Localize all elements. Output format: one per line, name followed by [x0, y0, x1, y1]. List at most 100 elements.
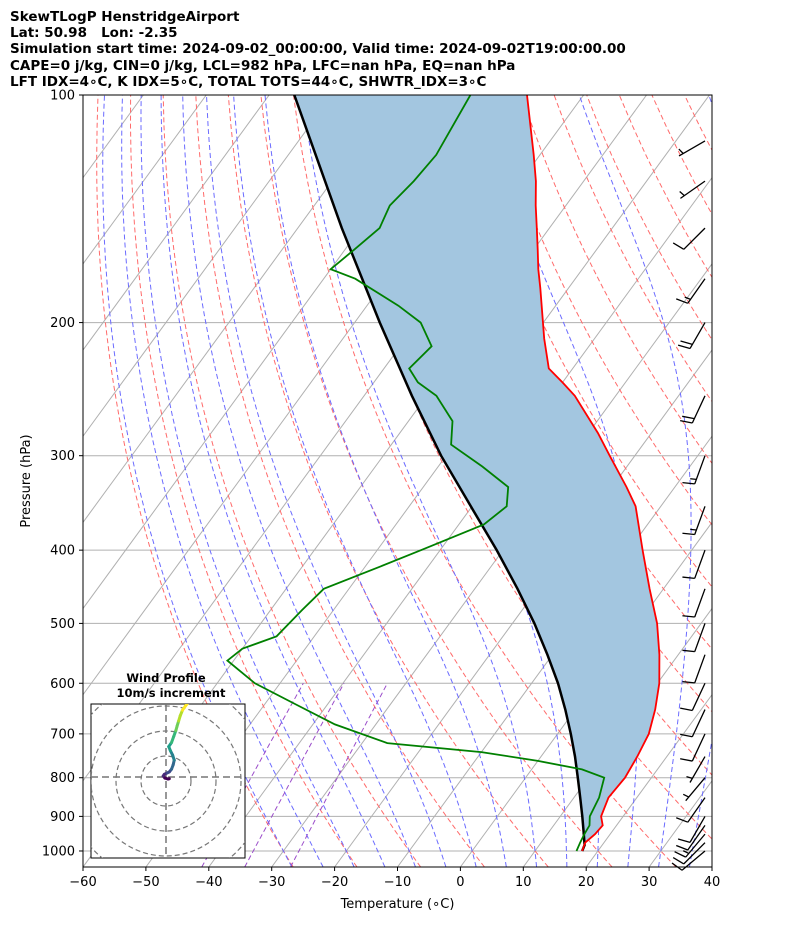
barb-flag	[676, 298, 689, 304]
barb-staff	[694, 455, 706, 485]
inset-frame	[90, 703, 246, 859]
inset-subtitle: 10m/s increment	[117, 686, 226, 700]
dry-adiabat-line	[455, 95, 712, 588]
isotherm-line	[0, 95, 80, 867]
dewpoint-profile-line	[225, 95, 606, 852]
barb-staff	[685, 833, 706, 858]
dry-adiabat-line	[325, 95, 712, 840]
barb-staff	[694, 588, 706, 618]
y-axis-label: Pressure (hPa)	[19, 434, 34, 527]
barb-staff	[687, 825, 706, 851]
wind-barb	[680, 395, 706, 424]
barb-staff	[678, 140, 706, 157]
background-lines	[0, 95, 794, 867]
barb-half-flag	[682, 850, 690, 855]
x-tick-label: 30	[641, 875, 658, 890]
barb-flag	[682, 615, 695, 618]
wind-profile-inset: Wind Profile 10m/s increment	[90, 671, 246, 859]
barb-flag	[672, 856, 685, 865]
wind-barb	[680, 733, 706, 762]
barb-staff	[691, 709, 706, 738]
barb-staff	[687, 797, 706, 823]
axis-ticks: −60 −50 −40 −30 −20 −10 0 10 20 30 40 1000 900 800 700…	[42, 89, 720, 891]
wind-barb	[682, 588, 706, 618]
barb-half-flag	[684, 296, 691, 300]
dry-adiabat-line	[618, 95, 712, 279]
dry-adiabat-line	[488, 95, 712, 526]
chart-title: SkewTLogP HenstridgeAirport	[10, 9, 240, 25]
dry-adiabat-line	[390, 95, 712, 713]
y-tick-label: 900	[50, 810, 75, 825]
barb-staff	[694, 506, 706, 535]
barb-flag	[680, 340, 693, 346]
inset-title: Wind Profile	[126, 671, 206, 685]
x-tick-label: −10	[384, 875, 411, 890]
barb-staff	[691, 395, 706, 424]
wind-barb	[686, 756, 706, 783]
x-tick-label: −50	[132, 875, 159, 890]
x-tick-label: −40	[195, 875, 222, 890]
barb-flag	[672, 242, 685, 250]
wind-barb	[672, 842, 706, 865]
wind-barb	[674, 833, 706, 858]
y-tick-label: 1000	[42, 844, 75, 859]
barb-staff	[689, 816, 706, 843]
x-tick-label: −20	[321, 875, 348, 890]
wind-barb	[682, 777, 706, 802]
barb-half-flag	[690, 478, 697, 481]
wind-barb	[679, 180, 706, 199]
isotherm-line	[459, 521, 712, 867]
y-tick-label: 100	[50, 89, 75, 104]
title-block: SkewTLogP HenstridgeAirport Lat: 50.98 L…	[10, 9, 626, 90]
x-tick-label: 20	[578, 875, 595, 890]
barb-flag	[682, 576, 695, 579]
wind-barb	[678, 140, 706, 157]
barb-flag	[682, 532, 695, 536]
moist-adiabat-line	[121, 95, 324, 867]
dry-adiabat-line	[651, 95, 712, 216]
location-line: Lat: 50.98 Lon: -2.35	[10, 25, 178, 42]
mixing-ratio-line	[290, 683, 388, 867]
barb-flag	[677, 344, 691, 350]
wind-barb	[682, 455, 706, 485]
wind-barb	[682, 654, 706, 684]
wind-barb	[676, 278, 706, 304]
barb-staff	[683, 842, 706, 865]
inset-ring	[140, 755, 192, 807]
dry-adiabat-line	[129, 95, 358, 867]
x-axis-label: Temperature (∘C)	[340, 897, 455, 912]
time-line: Simulation start time: 2024-09-02_00:00:…	[10, 41, 626, 58]
barb-staff	[680, 180, 706, 199]
inset-trace	[161, 704, 189, 781]
cape-cin-shading	[294, 95, 660, 851]
barb-half-flag	[682, 793, 690, 798]
hodograph-segment	[184, 704, 189, 707]
barb-flag	[682, 680, 695, 684]
barb-flag	[676, 844, 689, 851]
wind-barb	[680, 682, 706, 712]
y-tick-label: 200	[50, 316, 75, 331]
temperature-profile-line	[526, 95, 661, 852]
barb-flag	[680, 707, 693, 712]
barb-staff	[694, 654, 706, 684]
cin-shaded-area	[294, 95, 660, 851]
barb-flag	[676, 817, 689, 823]
wind-barb	[672, 227, 706, 250]
x-tick-label: −60	[69, 875, 96, 890]
dry-adiabat-line	[260, 95, 613, 867]
barb-staff	[689, 322, 706, 349]
moist-adiabat-line	[140, 95, 355, 867]
isotherm-line	[0, 95, 18, 867]
barb-half-flag	[679, 191, 685, 197]
x-tick-label: −30	[258, 875, 285, 890]
barb-staff	[685, 777, 706, 802]
moist-adiabat-line	[302, 95, 538, 867]
barb-flag	[682, 415, 695, 420]
x-tick-label: 10	[515, 875, 532, 890]
isotherm-line	[83, 95, 207, 265]
moist-adiabat-line	[480, 95, 641, 867]
dry-adiabat-line	[717, 95, 794, 867]
y-tick-label: 500	[50, 617, 75, 632]
moist-adiabat-line	[688, 95, 712, 867]
